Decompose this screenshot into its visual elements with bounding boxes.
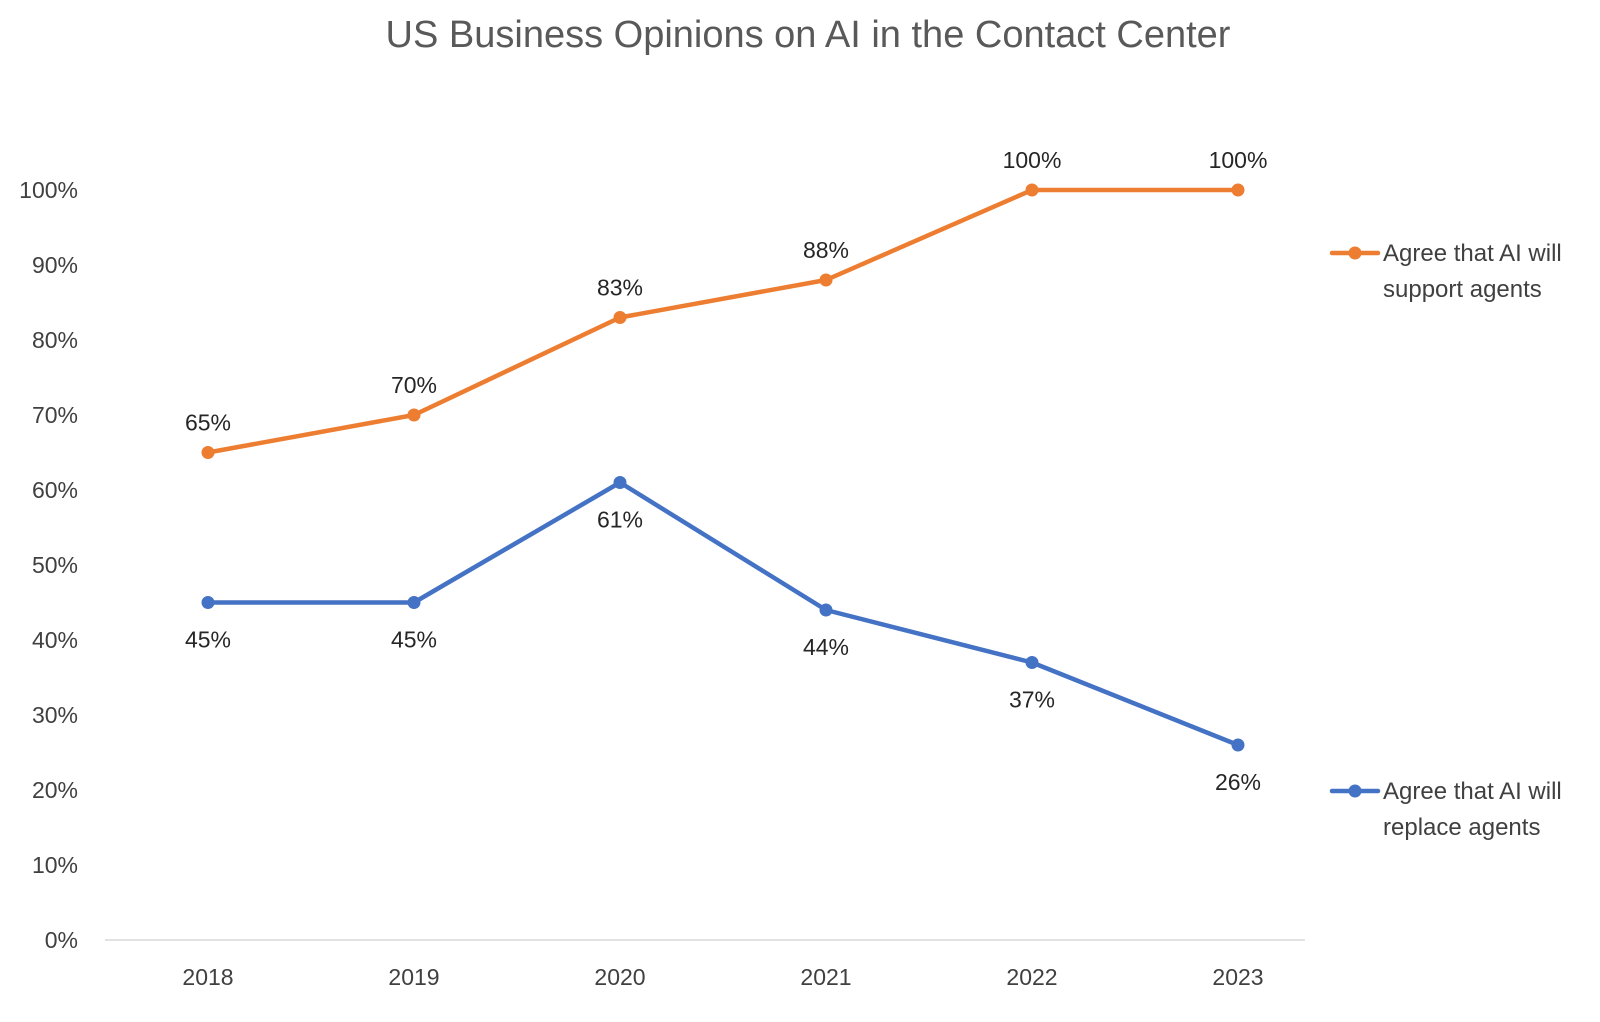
x-tick-label: 2019 (388, 964, 439, 990)
data-point (1231, 183, 1245, 197)
data-point (613, 476, 627, 489)
legend-label: replace agents (1383, 814, 1540, 841)
data-label: 100% (1003, 147, 1062, 173)
data-label: 61% (597, 507, 643, 533)
data-label: 26% (1215, 769, 1261, 795)
y-tick-label: 80% (32, 327, 78, 353)
data-label: 44% (803, 634, 849, 660)
series-line (205, 187, 1241, 455)
data-point (407, 596, 421, 609)
series-line (205, 480, 1241, 748)
x-tick-label: 2018 (182, 964, 233, 990)
legend: Agree that AI will support agents Agree th… (1329, 240, 1562, 841)
data-point (201, 446, 215, 459)
data-point (819, 603, 833, 617)
data-label: 70% (391, 372, 437, 398)
chart-title: US Business Opinions on AI in the Contac… (386, 14, 1231, 56)
x-axis: 2018 2019 2020 2021 2022 2023 (105, 939, 1305, 990)
data-label: 88% (803, 237, 849, 263)
y-tick-label: 10% (32, 852, 78, 878)
data-point (1231, 738, 1245, 752)
data-label: 65% (185, 410, 231, 436)
legend-label: support agents (1383, 276, 1542, 303)
y-tick-label: 90% (32, 252, 78, 278)
y-axis: 0% 10% 20% 30% 40% 50% 60% 70% 80% 90% 100% (19, 177, 78, 953)
legend-label: Agree that AI will (1383, 778, 1562, 805)
data-label: 37% (1009, 687, 1055, 713)
x-tick-label: 2020 (594, 964, 645, 990)
data-point (613, 311, 627, 324)
y-tick-label: 0% (45, 927, 78, 953)
data-labels: 65% 70% 83% 88% 100% 100% 45% 45% 61% 44% 37% 26% (185, 147, 1267, 795)
data-point (819, 273, 833, 287)
legend-marker-dot (1348, 246, 1362, 260)
data-point (201, 596, 215, 609)
y-tick-label: 50% (32, 552, 78, 578)
data-point (1025, 183, 1039, 197)
y-tick-label: 30% (32, 702, 78, 728)
data-point (1025, 656, 1039, 669)
x-tick-label: 2023 (1212, 964, 1263, 990)
y-tick-label: 40% (32, 627, 78, 653)
x-tick-label: 2021 (800, 964, 851, 990)
data-label: 45% (185, 627, 231, 653)
x-tick-label: 2022 (1006, 964, 1057, 990)
y-tick-label: 60% (32, 477, 78, 503)
data-label: 45% (391, 627, 437, 653)
series-layer (201, 183, 1245, 752)
data-point (407, 408, 421, 422)
y-tick-label: 20% (32, 777, 78, 803)
legend-label: Agree that AI will (1383, 240, 1562, 267)
legend-marker-dot (1348, 784, 1362, 798)
y-tick-label: 70% (32, 402, 78, 428)
data-label: 100% (1209, 147, 1268, 173)
data-label: 83% (597, 275, 643, 301)
y-tick-label: 100% (19, 177, 78, 203)
